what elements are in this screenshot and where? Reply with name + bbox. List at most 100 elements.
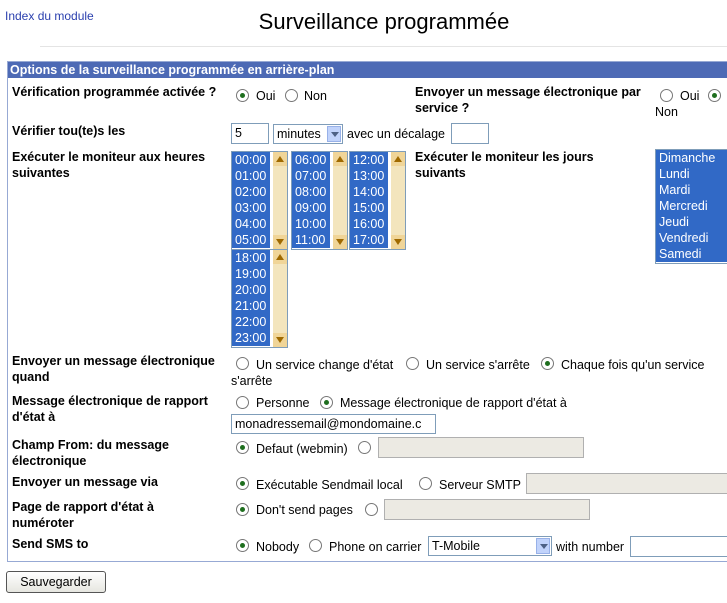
day-option: Mardi [656,182,727,198]
unit-select[interactable]: minutes [273,124,343,144]
radio[interactable] [708,89,721,102]
radio[interactable] [236,503,249,516]
hour-option: 00:00 [232,152,270,168]
radio-label: Chaque fois qu'un service s'arrête [231,358,705,388]
field-label: Exécuter le moniteur aux heures suivante… [12,150,206,180]
save-button[interactable]: Sauvegarder [6,571,106,593]
radio-label: Nobody [256,540,300,554]
radio[interactable] [541,357,554,370]
select-value: T-Mobile [432,539,480,553]
hour-option: 21:00 [232,298,270,314]
hour-option: 02:00 [232,184,270,200]
field-label: Exécuter le moniteur les jours suivants [415,150,594,180]
from-input[interactable] [378,437,584,458]
panel-title: Options de la surveillance programmée en… [8,62,727,78]
radio[interactable] [419,477,432,490]
field-label: Message électronique de rapport d'état à [12,394,208,424]
scrollbar [273,250,287,347]
day-option: Mercredi [656,198,727,214]
hour-list[interactable]: 12:00 13:00 14:00 15:00 16:00 17:00 [349,151,406,250]
scrollbar [391,152,405,249]
radio-label: Non [304,89,327,103]
radio[interactable] [236,89,249,102]
module-index-link[interactable]: Index du module [5,9,94,23]
email-input[interactable]: monadressemail@mondomaine.c [231,414,436,434]
day-option: Jeudi [656,214,727,230]
hour-list[interactable]: 06:00 07:00 08:00 09:00 10:00 11:00 [291,151,348,250]
carrier-select[interactable]: T-Mobile [428,536,552,556]
hour-option: 19:00 [232,266,270,282]
radio[interactable] [236,357,249,370]
offset-input[interactable] [451,123,489,144]
hour-option: 04:00 [232,216,270,232]
hour-option: 15:00 [350,200,388,216]
smtp-input[interactable] [526,473,727,494]
hour-option: 20:00 [232,282,270,298]
scroll-up [273,152,287,166]
radio[interactable] [236,396,249,409]
scrollbar [333,152,347,249]
radio-label: Phone on carrier [329,540,422,554]
scroll-down [273,235,287,249]
text: avec un décalage [347,127,445,141]
radio[interactable] [236,477,249,490]
radio-label: Oui [256,89,276,103]
hour-option: 12:00 [350,152,388,168]
separator [40,46,727,47]
interval-input[interactable]: 5 [231,123,269,144]
hour-option: 06:00 [292,152,330,168]
hour-option: 17:00 [350,232,388,248]
field-label: Envoyer un message via [12,475,158,489]
radio-label: Un service s'arrête [426,358,530,372]
hour-option: 11:00 [292,232,330,248]
hour-option: 01:00 [232,168,270,184]
radio[interactable] [309,539,322,552]
hour-option: 23:00 [232,330,270,346]
select-value: minutes [277,127,321,141]
scroll-up [273,250,287,264]
day-option: Vendredi [656,230,727,246]
day-option: Samedi [656,246,727,262]
days-list[interactable]: Dimanche Lundi Mardi Mercredi Jeudi Vendredi S… [655,149,727,264]
select-arrow [327,126,341,142]
radio-label: Defaut (webmin) [256,442,348,456]
hour-list[interactable]: 18:00 19:00 20:00 21:00 22:00 23:00 [231,249,288,348]
radio-label: Non [655,105,678,119]
text: with number [556,540,625,554]
hour-option: 14:00 [350,184,388,200]
radio[interactable] [358,441,371,454]
scroll-down [273,333,287,347]
radio-label: Serveur SMTP [439,478,521,492]
hour-list[interactable]: 00:00 01:00 02:00 03:00 04:00 05:00 [231,151,288,250]
radio-label: Message électronique de rapport d'état à [340,396,567,410]
radio[interactable] [236,441,249,454]
hour-option: 09:00 [292,200,330,216]
hour-option: 13:00 [350,168,388,184]
number-input[interactable] [630,536,727,557]
radio[interactable] [406,357,419,370]
field-label: Page de rapport d'état à numéroter [12,500,154,530]
radio[interactable] [285,89,298,102]
radio-label: Oui [680,89,700,103]
hour-option: 10:00 [292,216,330,232]
page-title: Surveillance programmée [258,9,510,34]
radio[interactable] [365,503,378,516]
radio-label: Personne [256,396,310,410]
hour-option: 16:00 [350,216,388,232]
hour-option: 05:00 [232,232,270,248]
scroll-down [333,235,347,249]
scroll-up [333,152,347,166]
radio[interactable] [660,89,673,102]
field-label: Envoyer un message électronique par serv… [415,85,641,115]
pager-input[interactable] [384,499,590,520]
radio-label: Exécutable Sendmail local [256,478,403,492]
day-option: Dimanche [656,150,727,166]
field-label: Envoyer un message électronique quand [12,354,215,384]
radio[interactable] [320,396,333,409]
field-label: Vérification programmée activée ? [12,85,217,99]
radio[interactable] [236,539,249,552]
select-arrow [536,538,550,554]
scroll-down [391,235,405,249]
